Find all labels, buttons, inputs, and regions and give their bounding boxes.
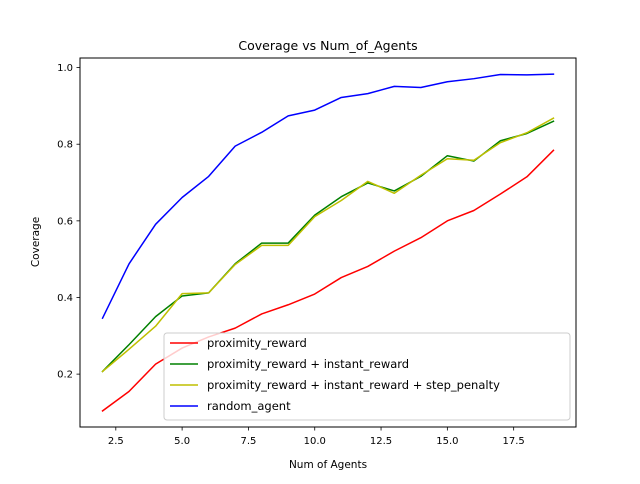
series-line-2 [101,117,555,373]
x-axis-label: Num of Agents [289,459,367,471]
legend-label-2: proximity_reward + instant_reward + step… [207,378,500,392]
x-tick-label: 5.0 [174,436,190,447]
legend-label-1: proximity_reward + instant_reward [207,357,409,371]
x-tick-label: 7.5 [240,436,256,447]
tick-layer: 2.5 5.0 7.5 10.0 12.5 15.0 17.5 0.2 0.4 0.6 0.8 1.0 [57,63,525,447]
y-tick-label: 0.2 [57,370,73,381]
legend-label-0: proximity_reward [207,336,307,350]
legend: proximity_reward proximity_reward + insta… [163,332,571,421]
y-tick-label: 0.6 [57,216,73,227]
legend-box [163,332,571,421]
x-tick-label: 17.5 [503,436,525,447]
x-tick-label: 12.5 [370,436,392,447]
y-axis-label: Coverage [30,217,42,267]
plot-frame [79,57,577,428]
x-tick-label: 10.0 [304,436,326,447]
y-tick-label: 0.8 [57,140,73,151]
y-tick-label: 1.0 [57,63,73,74]
chart-title: Coverage vs Num_of_Agents [238,38,417,53]
legend-label-3: random_agent [207,399,291,413]
x-tick-label: 15.0 [436,436,458,447]
series-line-3 [101,73,555,320]
x-tick-label: 2.5 [108,436,124,447]
y-tick-label: 0.4 [57,293,73,304]
